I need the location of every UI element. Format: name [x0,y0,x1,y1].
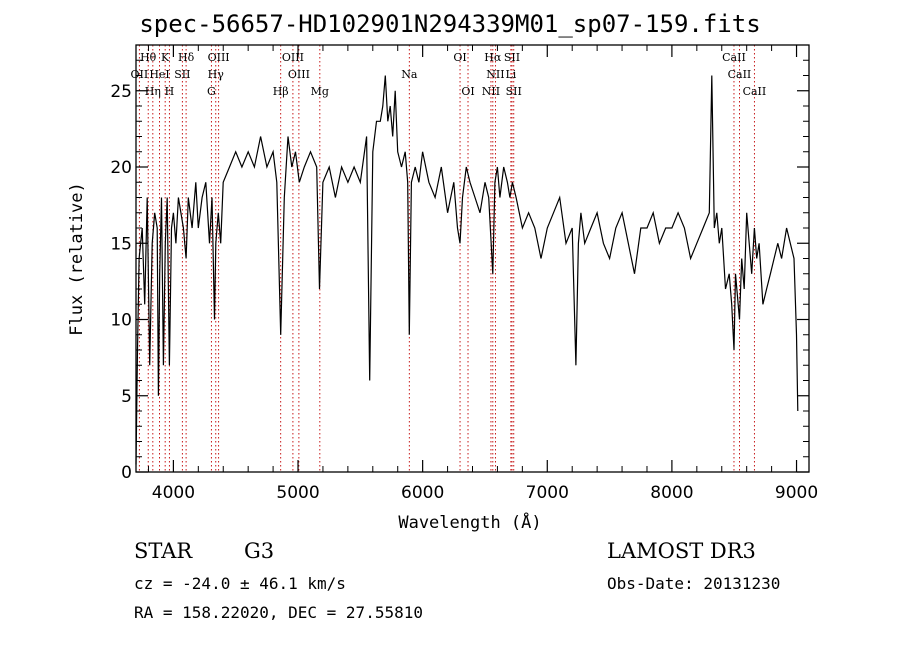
emission-line-markers [138,45,755,472]
y-axis-title: Flux (relative) [67,182,87,336]
object-class: STAR [134,539,193,563]
line-label-8: Hγ [208,68,225,81]
object-subclass: G3 [244,539,275,563]
y-tick-label: 0 [121,463,132,483]
line-label-12: Hα [484,51,502,64]
x-tick-label: 8000 [650,483,693,503]
line-label-5: OII [131,68,149,81]
line-label-20: G [207,85,216,98]
survey-name: LAMOST DR3 [607,539,756,563]
y-tick-label: 20 [110,158,132,178]
line-label-17: CaII [728,68,752,81]
y-tick-label: 15 [110,234,132,254]
x-tick-label: 7000 [526,483,569,503]
line-label-18: Hη [145,85,161,98]
line-label-24: NII [482,85,500,98]
chart-title: spec-56657-HD102901N294339M01_sp07-159.f… [139,10,761,38]
spectrum-series [135,75,799,465]
line-label-10: Na [401,68,418,81]
line-label-7: SII [174,68,190,81]
obs-date: Obs-Date: 20131230 [607,574,781,593]
plot-frame [135,44,810,473]
line-label-13: SII [504,51,520,64]
x-tick-label: 4000 [152,483,195,503]
axis-ticks: 4000 5000 6000 7000 8000 9000 0 5 10 15 20 25 [110,45,818,503]
coordinates: RA = 158.22020, DEC = 27.55810 [134,603,423,622]
line-label-0: Hθ [140,51,157,64]
line-label-4: OIII [282,51,304,64]
line-label-21: Hβ [273,85,289,98]
line-label-11: OI [453,51,466,64]
line-label-26: CaII [743,85,767,98]
line-label-6: HeI [149,68,169,81]
y-tick-label: 5 [121,387,132,407]
line-label-2: Hδ [178,51,195,64]
x-tick-label: 6000 [401,483,444,503]
line-label-15: Li [505,68,516,81]
line-label-9: OIII [288,68,310,81]
line-label-25: SII [506,85,522,98]
line-label-19: H [165,85,175,98]
line-label-1: K [161,51,170,64]
x-axis-title: Wavelength (Å) [398,511,541,533]
line-label-23: OI [461,85,474,98]
line-label-3: OIII [208,51,230,64]
x-tick-label: 9000 [775,483,818,503]
line-label-16: CaII [722,51,746,64]
x-tick-label: 5000 [276,483,319,503]
y-tick-label: 25 [110,82,132,102]
redshift-value: cz = -24.0 ± 46.1 km/s [134,574,346,593]
line-label-14: NII [486,68,504,81]
line-label-22: Mg [311,85,329,98]
y-tick-label: 10 [110,311,132,331]
spectrum-line [135,75,799,465]
